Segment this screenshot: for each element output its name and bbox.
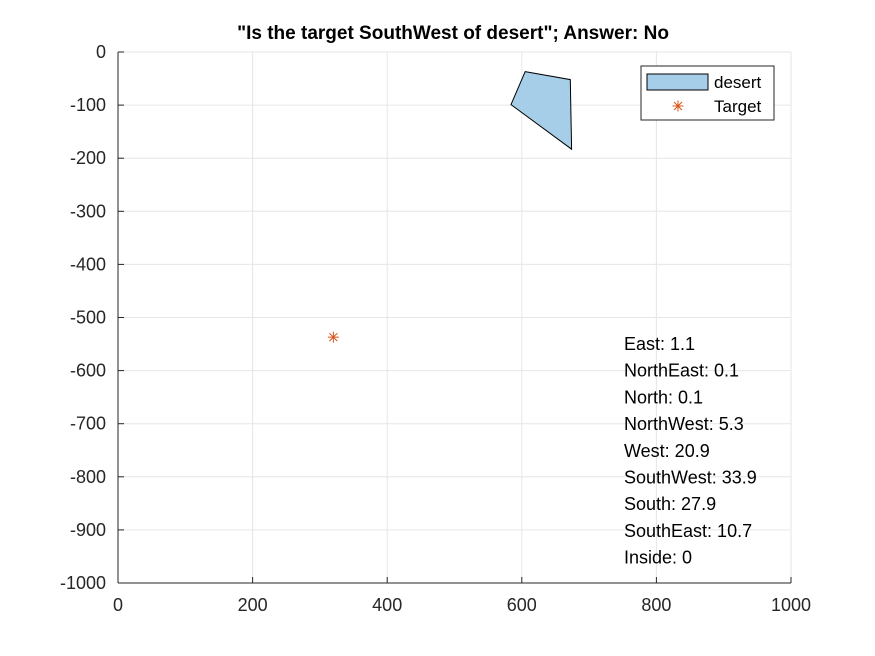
annotation-line: East: 1.1 bbox=[624, 334, 695, 354]
annotation-line: NorthWest: 5.3 bbox=[624, 414, 744, 434]
x-tick-label: 0 bbox=[113, 595, 123, 615]
tick-labels: 0 200 400 600 800 1000 0 -100 -200 -300 -400 -500 -6… bbox=[60, 42, 811, 615]
target-marker-stroke bbox=[673, 101, 683, 111]
legend-swatch-target bbox=[672, 100, 684, 112]
y-tick-label: -600 bbox=[70, 361, 106, 381]
annotation-line: Inside: 0 bbox=[624, 548, 692, 568]
y-tick-label: -400 bbox=[70, 254, 106, 274]
y-tick-label: -500 bbox=[70, 308, 106, 328]
axes bbox=[117, 51, 792, 584]
annotation-line: SouthEast: 10.7 bbox=[624, 521, 752, 541]
annotation-line: West: 20.9 bbox=[624, 441, 710, 461]
target-marker-stroke bbox=[329, 332, 338, 342]
x-tick-label: 1000 bbox=[771, 595, 811, 615]
chart-title: "Is the target SouthWest of desert"; Ans… bbox=[237, 23, 669, 44]
target-marker bbox=[327, 331, 339, 343]
legend: desert Target bbox=[640, 65, 775, 121]
y-tick-label: -800 bbox=[70, 467, 106, 487]
legend-swatch-desert bbox=[646, 73, 709, 91]
y-tick-label: -300 bbox=[70, 201, 106, 221]
y-tick-label: -900 bbox=[70, 520, 106, 540]
annotation-line: South: 27.9 bbox=[624, 494, 716, 514]
x-tick-label: 800 bbox=[641, 595, 671, 615]
annotation-line: SouthWest: 33.9 bbox=[624, 468, 757, 488]
x-tick-label: 600 bbox=[507, 595, 537, 615]
annotation-line: NorthEast: 0.1 bbox=[624, 361, 739, 381]
annotations: East: 1.1 NorthEast: 0.1 North: 0.1 NorthWe… bbox=[624, 334, 757, 568]
y-tick-label: -100 bbox=[70, 95, 106, 115]
x-tick-label: 400 bbox=[372, 595, 402, 615]
y-tick-label: -200 bbox=[70, 148, 106, 168]
data-layer bbox=[327, 71, 573, 343]
desert-polygon bbox=[510, 71, 573, 151]
y-tick-label: 0 bbox=[96, 42, 106, 62]
legend-label: desert bbox=[714, 73, 762, 92]
y-tick-label: -1000 bbox=[60, 573, 106, 593]
y-tick-label: -700 bbox=[70, 414, 106, 434]
annotation-line: North: 0.1 bbox=[624, 387, 703, 407]
x-tick-label: 200 bbox=[238, 595, 268, 615]
legend-label: Target bbox=[714, 97, 762, 116]
